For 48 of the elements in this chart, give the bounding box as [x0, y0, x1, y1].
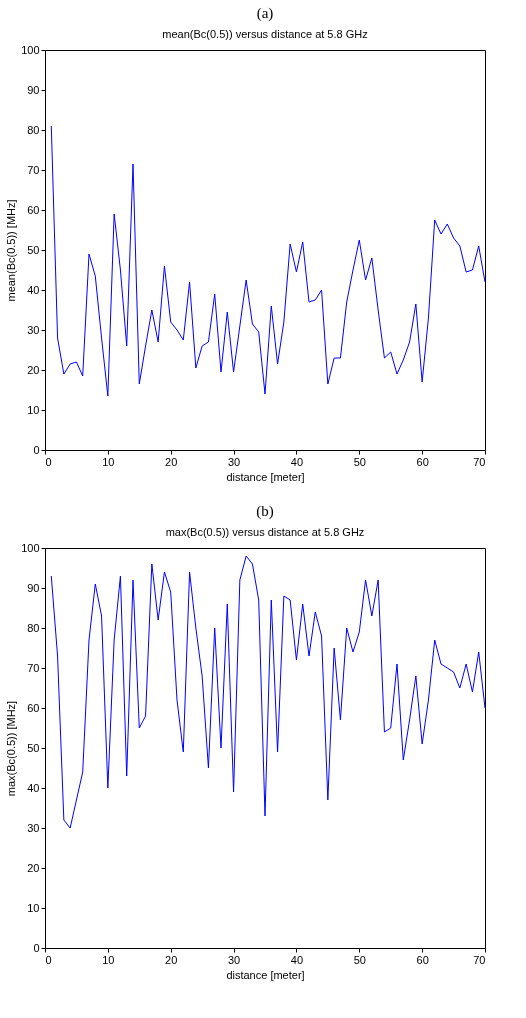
chart-subtitle: mean(Bc(0.5)) versus distance at 5.8 GHz	[162, 28, 368, 40]
y-tick-label: 0	[33, 443, 40, 456]
y-tick-label: 20	[27, 363, 40, 376]
y-tick-label: 40	[27, 781, 40, 794]
x-tick-label: 30	[227, 455, 241, 468]
y-tick-label: 10	[27, 901, 40, 914]
x-tick-label: 20	[165, 953, 178, 966]
y-tick-label: 0	[33, 941, 40, 954]
x-tick-label: 10	[102, 455, 115, 468]
x-tick-label: 50	[353, 455, 366, 468]
x-tick-label: 60	[416, 953, 429, 966]
x-tick-label: 0	[45, 953, 52, 966]
x-tick-label: 20	[165, 455, 178, 468]
x-axis-title: distance [meter]	[226, 968, 305, 981]
line-series	[50, 125, 486, 397]
x-tick-label: 10	[102, 953, 115, 966]
chart-title: (b)	[256, 503, 274, 520]
y-tick-label: 30	[27, 323, 40, 336]
y-tick-label: 50	[27, 243, 40, 256]
x-axis-title: distance [meter]	[226, 470, 305, 483]
x-tick-label: 50	[353, 953, 366, 966]
y-tick-label: 30	[27, 821, 40, 834]
y-tick-label: 80	[27, 621, 40, 634]
y-tick-label: 70	[27, 661, 40, 674]
x-tick-label: 0	[45, 455, 52, 468]
x-tick-label: 40	[290, 953, 304, 966]
x-tick-label: 70	[473, 455, 486, 468]
line-series	[50, 555, 486, 829]
y-tick-label: 50	[27, 741, 40, 754]
y-axis-title: mean(Bc(0.5)) [MHz]	[5, 199, 18, 302]
y-axis-title: max(Bc(0.5)) [MHz]	[5, 700, 18, 797]
y-tick-label: 90	[27, 581, 40, 594]
chart-title: (a)	[256, 5, 274, 22]
y-tick-label: 90	[27, 83, 40, 96]
x-tick-label: 70	[473, 953, 486, 966]
chart-subtitle: max(Bc(0.5)) versus distance at 5.8 GHz	[165, 526, 365, 538]
y-tick-label: 100	[21, 541, 40, 554]
y-tick-label: 40	[27, 283, 40, 296]
y-tick-label: 100	[21, 43, 40, 56]
y-tick-label: 10	[27, 403, 40, 416]
x-tick-label: 40	[290, 455, 304, 468]
x-tick-label: 60	[416, 455, 429, 468]
y-tick-label: 60	[27, 701, 40, 714]
x-tick-label: 30	[227, 953, 241, 966]
y-tick-label: 20	[27, 861, 40, 874]
y-tick-label: 80	[27, 123, 40, 136]
y-tick-label: 70	[27, 163, 40, 176]
y-tick-label: 60	[27, 203, 40, 216]
